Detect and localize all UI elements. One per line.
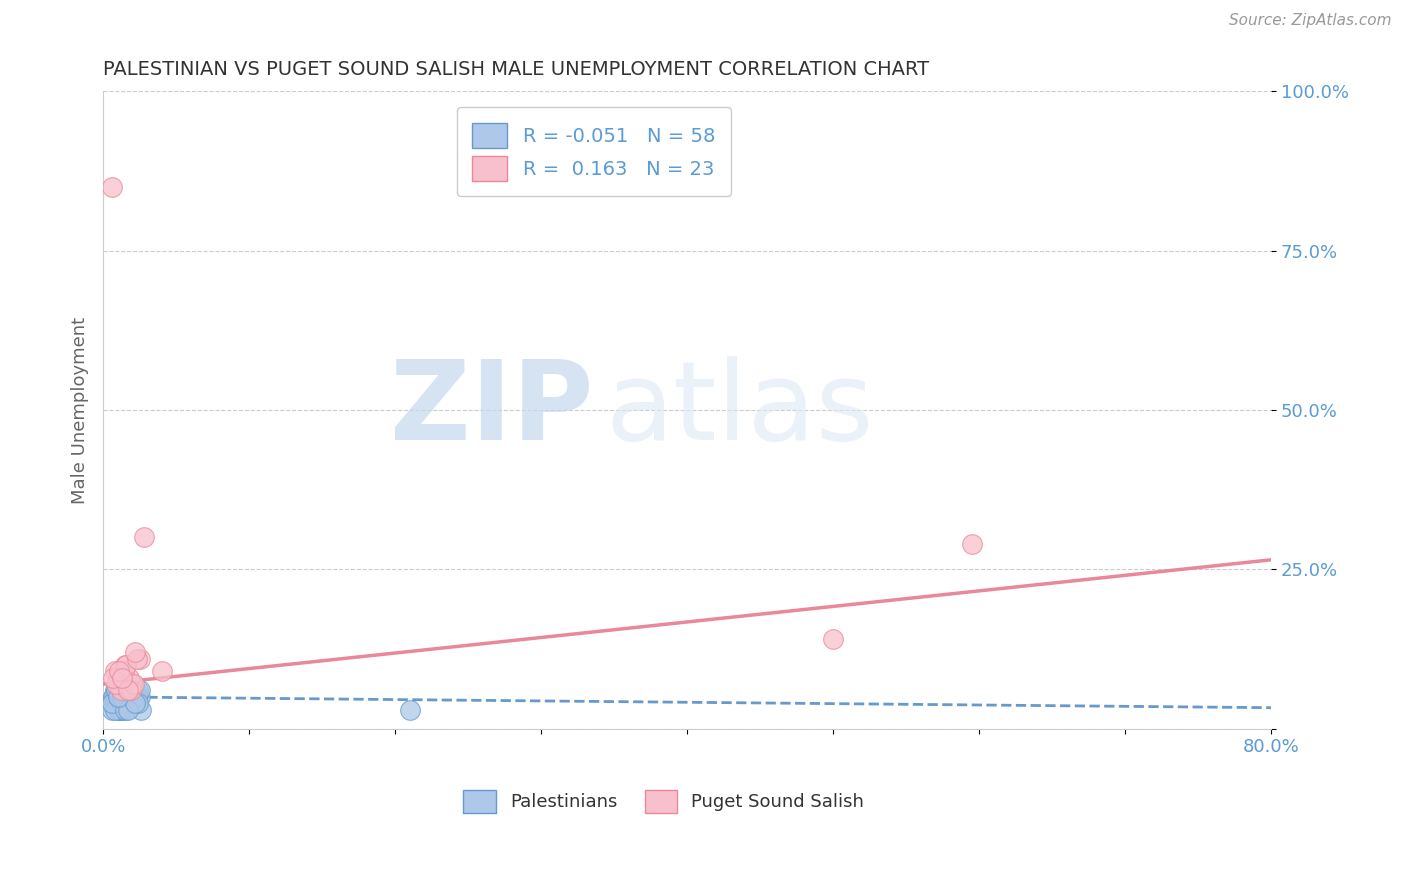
Point bbox=[104, 690, 127, 704]
Point bbox=[124, 690, 146, 704]
Point bbox=[111, 671, 134, 685]
Point bbox=[114, 696, 136, 710]
Point bbox=[103, 690, 125, 704]
Point bbox=[111, 677, 134, 691]
Point bbox=[108, 703, 131, 717]
Point bbox=[104, 703, 127, 717]
Point bbox=[120, 683, 142, 698]
Point bbox=[115, 677, 138, 691]
Point bbox=[120, 683, 142, 698]
Point bbox=[100, 696, 122, 710]
Point bbox=[104, 683, 127, 698]
Point bbox=[112, 677, 135, 691]
Point bbox=[114, 677, 136, 691]
Point bbox=[110, 703, 132, 717]
Point bbox=[128, 651, 150, 665]
Point bbox=[118, 696, 141, 710]
Point bbox=[120, 677, 142, 691]
Point bbox=[115, 677, 138, 691]
Point bbox=[117, 696, 139, 710]
Point bbox=[101, 696, 124, 710]
Point bbox=[111, 690, 134, 704]
Y-axis label: Male Unemployment: Male Unemployment bbox=[72, 317, 89, 504]
Text: atlas: atlas bbox=[606, 357, 875, 464]
Point bbox=[125, 690, 148, 704]
Point bbox=[107, 690, 129, 704]
Point bbox=[101, 180, 124, 194]
Point bbox=[114, 703, 136, 717]
Point bbox=[110, 703, 132, 717]
Point bbox=[103, 690, 125, 704]
Point bbox=[118, 683, 141, 698]
Point bbox=[122, 696, 145, 710]
Point bbox=[128, 690, 150, 704]
Point bbox=[122, 677, 145, 691]
Point bbox=[121, 683, 143, 698]
Point bbox=[117, 703, 139, 717]
Point bbox=[105, 690, 128, 704]
Point bbox=[124, 683, 146, 698]
Point bbox=[124, 645, 146, 659]
Point bbox=[111, 683, 134, 698]
Point bbox=[103, 671, 125, 685]
Point bbox=[127, 696, 149, 710]
Point bbox=[112, 696, 135, 710]
Point bbox=[114, 690, 136, 704]
Point bbox=[107, 677, 129, 691]
Point bbox=[122, 690, 145, 704]
Point bbox=[121, 677, 143, 691]
Point bbox=[115, 657, 138, 672]
Point bbox=[124, 696, 146, 710]
Point bbox=[105, 696, 128, 710]
Point bbox=[110, 683, 132, 698]
Point bbox=[129, 703, 152, 717]
Point bbox=[111, 703, 134, 717]
Point bbox=[108, 665, 131, 679]
Point bbox=[150, 665, 173, 679]
Point bbox=[105, 677, 128, 691]
Point bbox=[110, 696, 132, 710]
Point bbox=[118, 683, 141, 698]
Point bbox=[120, 677, 142, 691]
Point bbox=[132, 531, 155, 545]
Point bbox=[117, 696, 139, 710]
Point bbox=[114, 657, 136, 672]
Point bbox=[117, 683, 139, 698]
Point bbox=[115, 677, 138, 691]
Point bbox=[104, 665, 127, 679]
Point bbox=[107, 690, 129, 704]
Text: ZIP: ZIP bbox=[391, 357, 593, 464]
Point bbox=[823, 632, 845, 647]
Point bbox=[108, 690, 131, 704]
Text: Source: ZipAtlas.com: Source: ZipAtlas.com bbox=[1229, 13, 1392, 29]
Point bbox=[127, 683, 149, 698]
Text: PALESTINIAN VS PUGET SOUND SALISH MALE UNEMPLOYMENT CORRELATION CHART: PALESTINIAN VS PUGET SOUND SALISH MALE U… bbox=[103, 60, 929, 78]
Point bbox=[128, 683, 150, 698]
Point bbox=[112, 665, 135, 679]
Point bbox=[118, 671, 141, 685]
Point bbox=[107, 671, 129, 685]
Point bbox=[398, 703, 420, 717]
Legend: Palestinians, Puget Sound Salish: Palestinians, Puget Sound Salish bbox=[456, 782, 872, 820]
Point bbox=[105, 683, 128, 698]
Point bbox=[121, 696, 143, 710]
Point bbox=[101, 703, 124, 717]
Point bbox=[125, 690, 148, 704]
Point bbox=[108, 703, 131, 717]
Point bbox=[125, 651, 148, 665]
Point bbox=[107, 696, 129, 710]
Point bbox=[960, 537, 983, 551]
